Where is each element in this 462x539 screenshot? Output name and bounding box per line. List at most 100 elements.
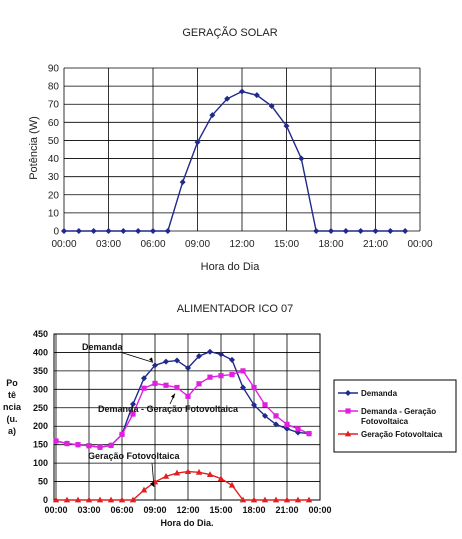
- chart1-data-point: [328, 228, 334, 234]
- chart2-data-point: [74, 496, 82, 503]
- chart2-y-tick-label: 100: [33, 458, 48, 468]
- chart1-x-tick-label: 00:00: [407, 239, 432, 250]
- legend-label: Geração Fotovoltaica: [361, 430, 443, 439]
- chart1-series: [61, 88, 409, 234]
- chart2-data-point: [85, 496, 93, 503]
- chart1-y-tick-label: 0: [53, 227, 59, 238]
- feeder-chart: ALIMENTADOR ICO 07 0 50 100 150 200 250 300 350…: [3, 303, 457, 528]
- chart2-data-point: [141, 375, 147, 382]
- annotation-arrow-line: [151, 462, 155, 487]
- chart2-y-tick-label: 150: [33, 440, 48, 450]
- chart1-x-tick-label: 12:00: [229, 239, 254, 250]
- chart2-data-point: [196, 353, 202, 360]
- chart1-y-tick-label: 50: [48, 136, 60, 147]
- chart1-data-point: [387, 228, 394, 234]
- chart1-data-point: [313, 228, 320, 234]
- annotation-arrow-head: [171, 393, 175, 399]
- chart2-data-point: [107, 496, 115, 503]
- chart2-data-point: [273, 421, 279, 428]
- chart2-title: ALIMENTADOR ICO 07: [177, 303, 294, 315]
- chart2-data-point: [163, 382, 169, 388]
- annotation-arrow-line: [119, 351, 154, 363]
- chart1-data-point: [105, 228, 112, 234]
- chart2-x-tick-label: 15:00: [209, 505, 232, 515]
- chart2-y-tick-label: 450: [33, 329, 48, 339]
- chart2-y-tick-label: 0: [43, 495, 48, 505]
- chart2-data-point: [251, 384, 257, 391]
- chart2-data-point: [86, 443, 92, 449]
- chart2-data-point: [284, 425, 290, 432]
- chart2-data-point: [228, 481, 236, 488]
- chart1-y-ticks: 0 10 20 30 40 50 60 70 80 90: [48, 64, 60, 238]
- annotation-arrow-head: [149, 357, 153, 363]
- chart1-x-tick-label: 18:00: [318, 239, 343, 250]
- chart2-data-point: [174, 384, 180, 391]
- chart2-data-point: [97, 444, 103, 450]
- chart2-y-label-line: Po: [6, 378, 18, 388]
- chart1-data-point: [283, 122, 290, 129]
- chart2-x-ticks: 00:00 03:00 06:00 09:00 12:00 15:00 18:00 21:00…: [44, 505, 331, 515]
- chart2-data-point: [273, 413, 279, 419]
- chart1-data-point: [342, 228, 349, 234]
- chart2-data-point: [53, 438, 59, 444]
- chart2-data-point: [229, 356, 235, 363]
- chart2-y-tick-label: 50: [38, 477, 48, 487]
- chart2-legend: Demanda Demanda - Geração Fotovoltaica Gera…: [333, 379, 457, 453]
- chart2-x-tick-label: 09:00: [143, 505, 166, 515]
- chart2-y-label-line: (u.: [7, 414, 18, 424]
- chart2-data-point: [240, 368, 246, 374]
- chart2-data-point: [240, 384, 246, 391]
- chart2-data-point: [185, 393, 191, 399]
- chart2-grid: [54, 333, 321, 501]
- chart2-x-tick-label: 12:00: [176, 505, 199, 515]
- chart1-y-label: Potência (W): [28, 116, 40, 180]
- chart1-x-tick-label: 06:00: [140, 239, 165, 250]
- chart2-data-point: [261, 496, 269, 503]
- chart1-grid: [63, 67, 421, 232]
- chart2-data-point: [119, 431, 125, 437]
- chart1-data-point: [209, 112, 216, 119]
- chart2-y-ticks: 0 50 100 150 200 250 300 350 400 450: [33, 329, 48, 505]
- chart1-y-tick-label: 90: [48, 64, 60, 75]
- chart1-data-point: [357, 228, 364, 234]
- chart2-data-point: [162, 472, 170, 479]
- chart2-data-point: [152, 362, 158, 369]
- chart2-data-point: [306, 431, 312, 437]
- chart2-data-point: [130, 401, 136, 408]
- chart2-y-label-line: ncia: [3, 402, 22, 412]
- chart1-series-line: [64, 90, 406, 232]
- chart2-y-tick-label: 350: [33, 366, 48, 376]
- chart2-data-point: [284, 421, 290, 427]
- chart2-data-point: [140, 486, 148, 493]
- chart2-data-point: [96, 496, 104, 503]
- chart1-x-label: Hora do Dia: [201, 261, 261, 273]
- chart1-x-tick-label: 09:00: [185, 239, 210, 250]
- chart1-x-tick-label: 00:00: [51, 239, 76, 250]
- chart2-x-tick-label: 18:00: [242, 505, 265, 515]
- chart2-data-point: [185, 364, 191, 371]
- chart2-data-point: [174, 357, 180, 364]
- chart1-y-tick-label: 10: [48, 208, 60, 219]
- chart1-y-tick-label: 30: [48, 172, 60, 183]
- chart1-x-tick-label: 21:00: [363, 239, 388, 250]
- chart2-x-tick-label: 21:00: [275, 505, 298, 515]
- chart2-x-tick-label: 00:00: [44, 505, 67, 515]
- chart2-data-point: [294, 496, 302, 503]
- chart2-y-tick-label: 300: [33, 384, 48, 394]
- chart2-data-point: [251, 401, 257, 408]
- chart1-y-tick-label: 70: [48, 100, 60, 111]
- chart2-data-point: [206, 471, 214, 477]
- chart2-data-point: [218, 373, 224, 379]
- legend-swatch-marker: [345, 390, 351, 396]
- legend-label: Demanda: [361, 389, 398, 398]
- chart1-data-point: [194, 139, 201, 146]
- chart2-data-point: [283, 496, 291, 503]
- chart2-series-line: [55, 350, 310, 448]
- chart2-y-tick-label: 200: [33, 421, 48, 431]
- chart1-y-tick-label: 40: [48, 154, 60, 165]
- annotation-label: Geração Fotovoltaica: [88, 451, 181, 461]
- chart2-data-point: [52, 496, 60, 503]
- chart1-data-point: [239, 88, 245, 95]
